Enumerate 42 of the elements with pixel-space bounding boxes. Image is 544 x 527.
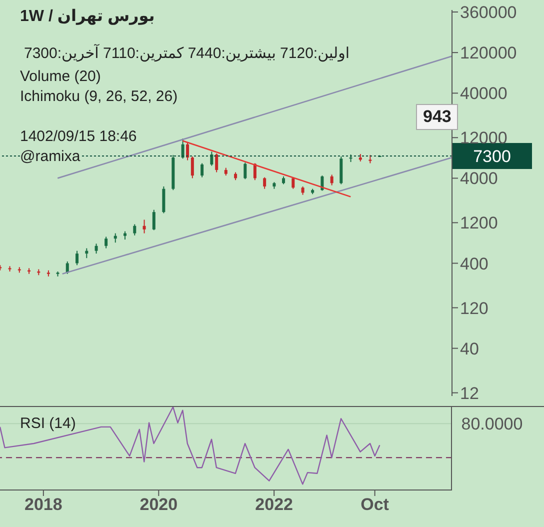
candlestick — [76, 250, 79, 266]
text: اولین:7120 بیشترین:7440 کمترین:7110 آخرین:7300 — [24, 44, 350, 62]
candlestick — [181, 138, 184, 160]
annotation: 943 — [416, 104, 458, 130]
ref-line-label: 80.0000 — [461, 414, 523, 434]
y-tick-label: 400 — [460, 254, 488, 274]
x-tick-label: 2020 — [140, 495, 178, 514]
candlestick — [152, 209, 156, 231]
y-tick-label: 120000 — [460, 44, 517, 63]
candlestick — [215, 153, 218, 173]
candlestick — [85, 248, 88, 259]
candlestick — [200, 162, 204, 178]
candlestick — [133, 224, 136, 236]
y-tick-label: 120 — [460, 298, 488, 318]
candlestick — [330, 174, 334, 186]
candlestick — [142, 219, 146, 234]
text: RSI (14) — [20, 415, 76, 432]
annotation: Ichimoku (9, 26, 52, 26) — [20, 88, 178, 105]
annotation: @ramixa — [20, 148, 80, 165]
candlestick — [114, 232, 117, 244]
candlestick — [104, 236, 108, 249]
y-tick-label: 40000 — [460, 84, 508, 104]
y-tick-label: 1200 — [460, 214, 498, 233]
candlestick — [244, 162, 247, 180]
y-tick-label: 360000 — [460, 3, 517, 22]
x-tick-label: 2018 — [24, 495, 62, 514]
y-tick-label: 40 — [460, 339, 479, 358]
candlestick — [94, 243, 98, 254]
annotation: Volume (20) — [20, 68, 101, 85]
y-tick-label: 4000 — [460, 169, 498, 188]
ref-line-label: 7300 — [473, 146, 511, 166]
candlestick — [162, 186, 166, 214]
candlestick — [263, 176, 266, 190]
x-tick-label: Oct — [360, 495, 390, 514]
candlestick — [186, 142, 190, 161]
candlestick — [190, 156, 194, 179]
annotation: 1402/09/15 18:46 — [20, 128, 137, 145]
x-tick-label: 2022 — [255, 495, 293, 514]
y-tick-label: 12000 — [460, 128, 508, 148]
chart-title: 1W / بورس تهران — [20, 7, 155, 26]
y-tick-label: 12 — [460, 384, 479, 403]
candlestick — [210, 151, 214, 166]
